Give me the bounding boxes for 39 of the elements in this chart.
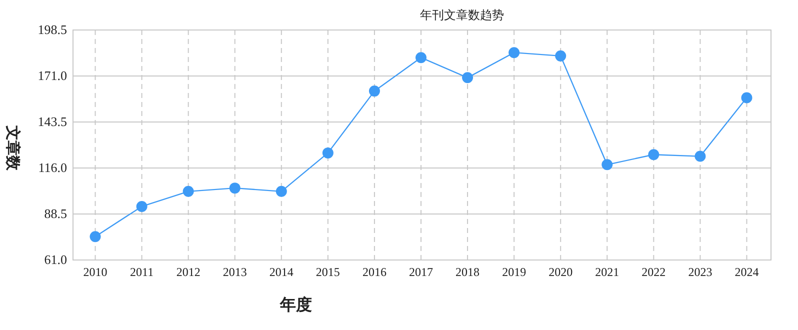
- x-tick-label: 2016: [362, 265, 386, 279]
- point: [90, 231, 101, 242]
- x-tick-label: 2020: [548, 265, 573, 279]
- point: [182, 186, 194, 197]
- x-tick-label: 2021: [595, 265, 620, 279]
- point: [368, 86, 380, 97]
- chart-title: 年刊文章数趋势: [420, 8, 504, 22]
- y-axis-title: 文章数: [4, 124, 22, 172]
- point: [462, 72, 474, 84]
- point: [276, 186, 287, 197]
- x-axis-title: 年度: [279, 295, 312, 314]
- point: [322, 147, 334, 158]
- x-tick-label: 2019: [502, 265, 526, 279]
- y-tick-label: 88.5: [44, 206, 67, 221]
- x-tick-label: 2024: [734, 265, 759, 279]
- y-tick-label: 61.0: [44, 252, 67, 267]
- x-tick-label: 2014: [269, 265, 294, 279]
- x-tick-label: 2017: [409, 265, 433, 279]
- y-tick-label: 198.5: [38, 22, 67, 37]
- point: [416, 52, 426, 64]
- point: [648, 149, 660, 160]
- x-tick-label: 2022: [642, 265, 666, 279]
- point: [136, 200, 148, 212]
- x-tick-label: 2010: [83, 265, 108, 279]
- point: [508, 47, 520, 58]
- point: [694, 150, 706, 162]
- y-tick-label: 116.0: [38, 160, 67, 175]
- x-tick-label: 2015: [316, 265, 340, 279]
- x-tick-label: 2013: [222, 265, 247, 279]
- point: [741, 92, 752, 104]
- y-tick-label: 171.0: [38, 68, 67, 83]
- point: [602, 159, 613, 170]
- x-tick-label: 2018: [456, 265, 480, 279]
- x-tick-label: 2012: [176, 265, 200, 279]
- x-tick-label: 2011: [130, 265, 154, 279]
- point: [555, 50, 566, 62]
- x-tick-label: 2023: [688, 265, 712, 279]
- y-tick-label: 143.5: [38, 114, 67, 129]
- point: [229, 182, 240, 194]
